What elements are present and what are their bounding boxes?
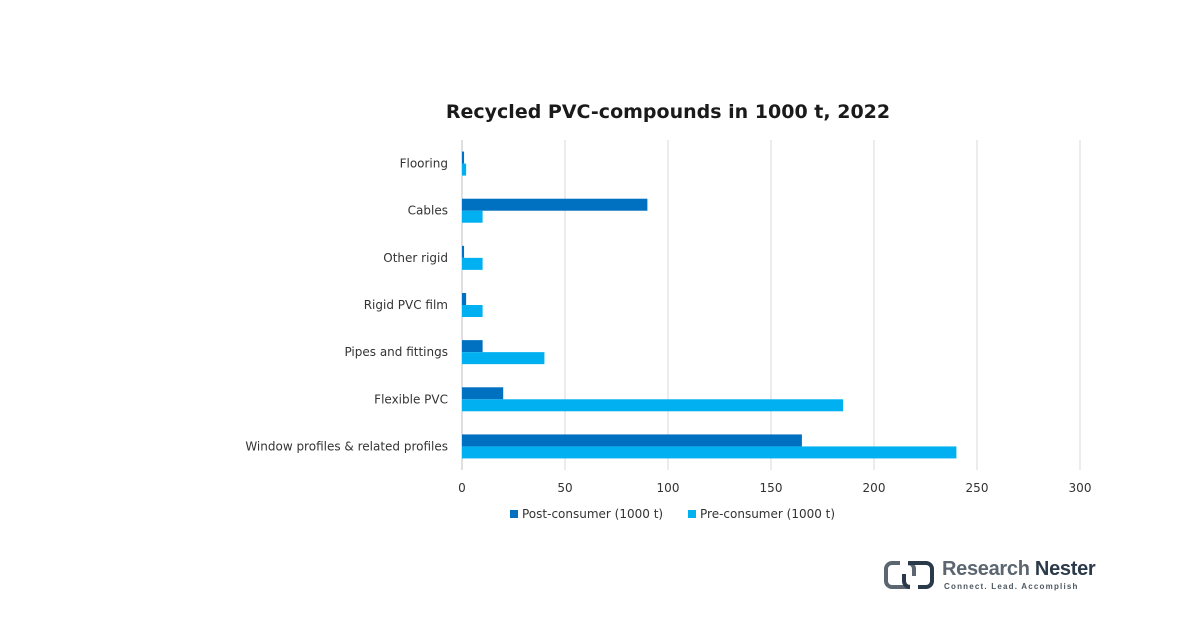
x-tick-label: 300 [1069,481,1092,495]
gridlines [461,140,1081,470]
logo-mark-icon [884,560,934,590]
bar-pre-consumer [462,446,957,459]
bar-post-consumer [462,198,648,211]
x-tick-label: 100 [657,481,680,495]
x-tick-label: 150 [760,481,783,495]
bar-post-consumer [462,245,465,258]
chart-title: Recycled PVC-compounds in 1000 t, 2022 [446,101,890,123]
x-tick-label: 0 [458,481,466,495]
x-tick-label: 50 [557,481,572,495]
bar-pre-consumer [462,352,545,365]
category-label: Flooring [400,157,448,171]
legend-swatch [510,510,518,518]
bar-post-consumer [462,151,465,164]
bars [462,151,957,459]
category-labels: Flooring Cables Other rigid Rigid PVC film P… [245,157,448,454]
bar-post-consumer [462,293,467,305]
bar-pre-consumer [462,257,483,270]
category-label: Other rigid [383,251,448,265]
category-label: Rigid PVC film [364,298,448,312]
category-label: Flexible PVC [374,392,448,406]
legend-label: Post-consumer (1000 t) [522,507,663,521]
category-label: Window profiles & related profiles [245,439,448,453]
category-label: Pipes and fittings [344,345,448,359]
logo-name: Research Nester [942,558,1096,580]
category-label: Cables [408,204,448,218]
bar-post-consumer [462,434,802,447]
x-tick-label: 250 [966,481,989,495]
x-tick-label: 200 [863,481,886,495]
bar-pre-consumer [462,210,483,223]
research-nester-logo: Research Nester Connect. Lead. Accomplis… [884,558,1096,594]
legend: Post-consumer (1000 t) Pre-consumer (1000… [510,507,835,521]
bar-post-consumer [462,340,483,353]
x-tick-labels: 0 50 100 150 200 250 300 [458,481,1091,495]
legend-label: Pre-consumer (1000 t) [700,507,835,521]
bar-pre-consumer [462,399,844,412]
logo-tagline: Connect. Lead. Accomplish [944,582,1079,591]
bar-post-consumer [462,387,504,400]
bar-pre-consumer [462,163,467,176]
legend-swatch [688,510,696,518]
bar-pre-consumer [462,305,483,317]
